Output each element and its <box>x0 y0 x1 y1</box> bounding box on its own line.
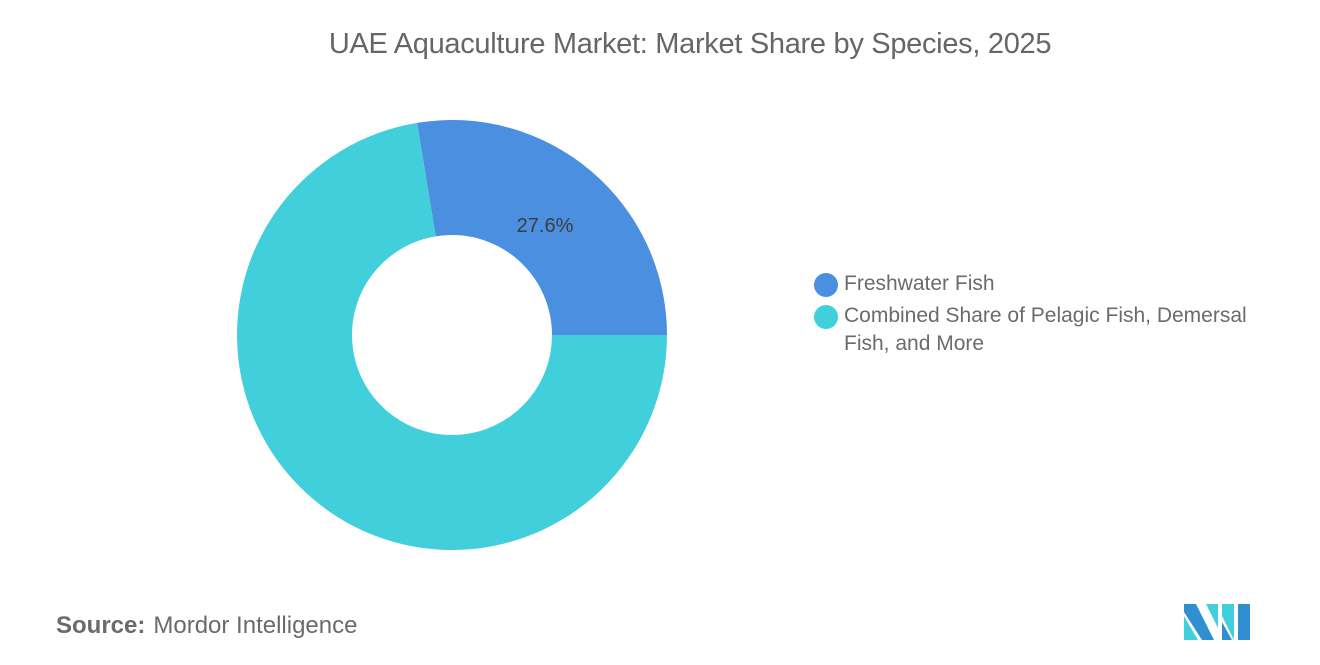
mordor-logo-icon <box>1184 604 1250 640</box>
legend-label: Freshwater Fish <box>844 272 995 295</box>
legend: Freshwater Fish Combined Share of Pelagi… <box>814 270 1294 362</box>
source-name: Mordor Intelligence <box>153 612 358 639</box>
legend-item-freshwater: Freshwater Fish <box>814 270 1294 298</box>
source-note: Source: Mordor Intelligence <box>56 612 357 640</box>
slice-freshwater <box>417 119 667 335</box>
slice-label-freshwater: 27.6% <box>517 215 574 237</box>
legend-label: Combined Share of Pelagic Fish, Demersal… <box>844 304 1247 355</box>
source-prefix: Source: <box>56 612 146 639</box>
legend-item-combined: Combined Share of Pelagic Fish, Demersal… <box>814 302 1294 358</box>
legend-dot-icon <box>814 273 838 297</box>
slice-combined <box>237 122 668 550</box>
chart-title: UAE Aquaculture Market: Market Share by … <box>328 28 1052 60</box>
legend-dot-icon <box>814 305 838 329</box>
